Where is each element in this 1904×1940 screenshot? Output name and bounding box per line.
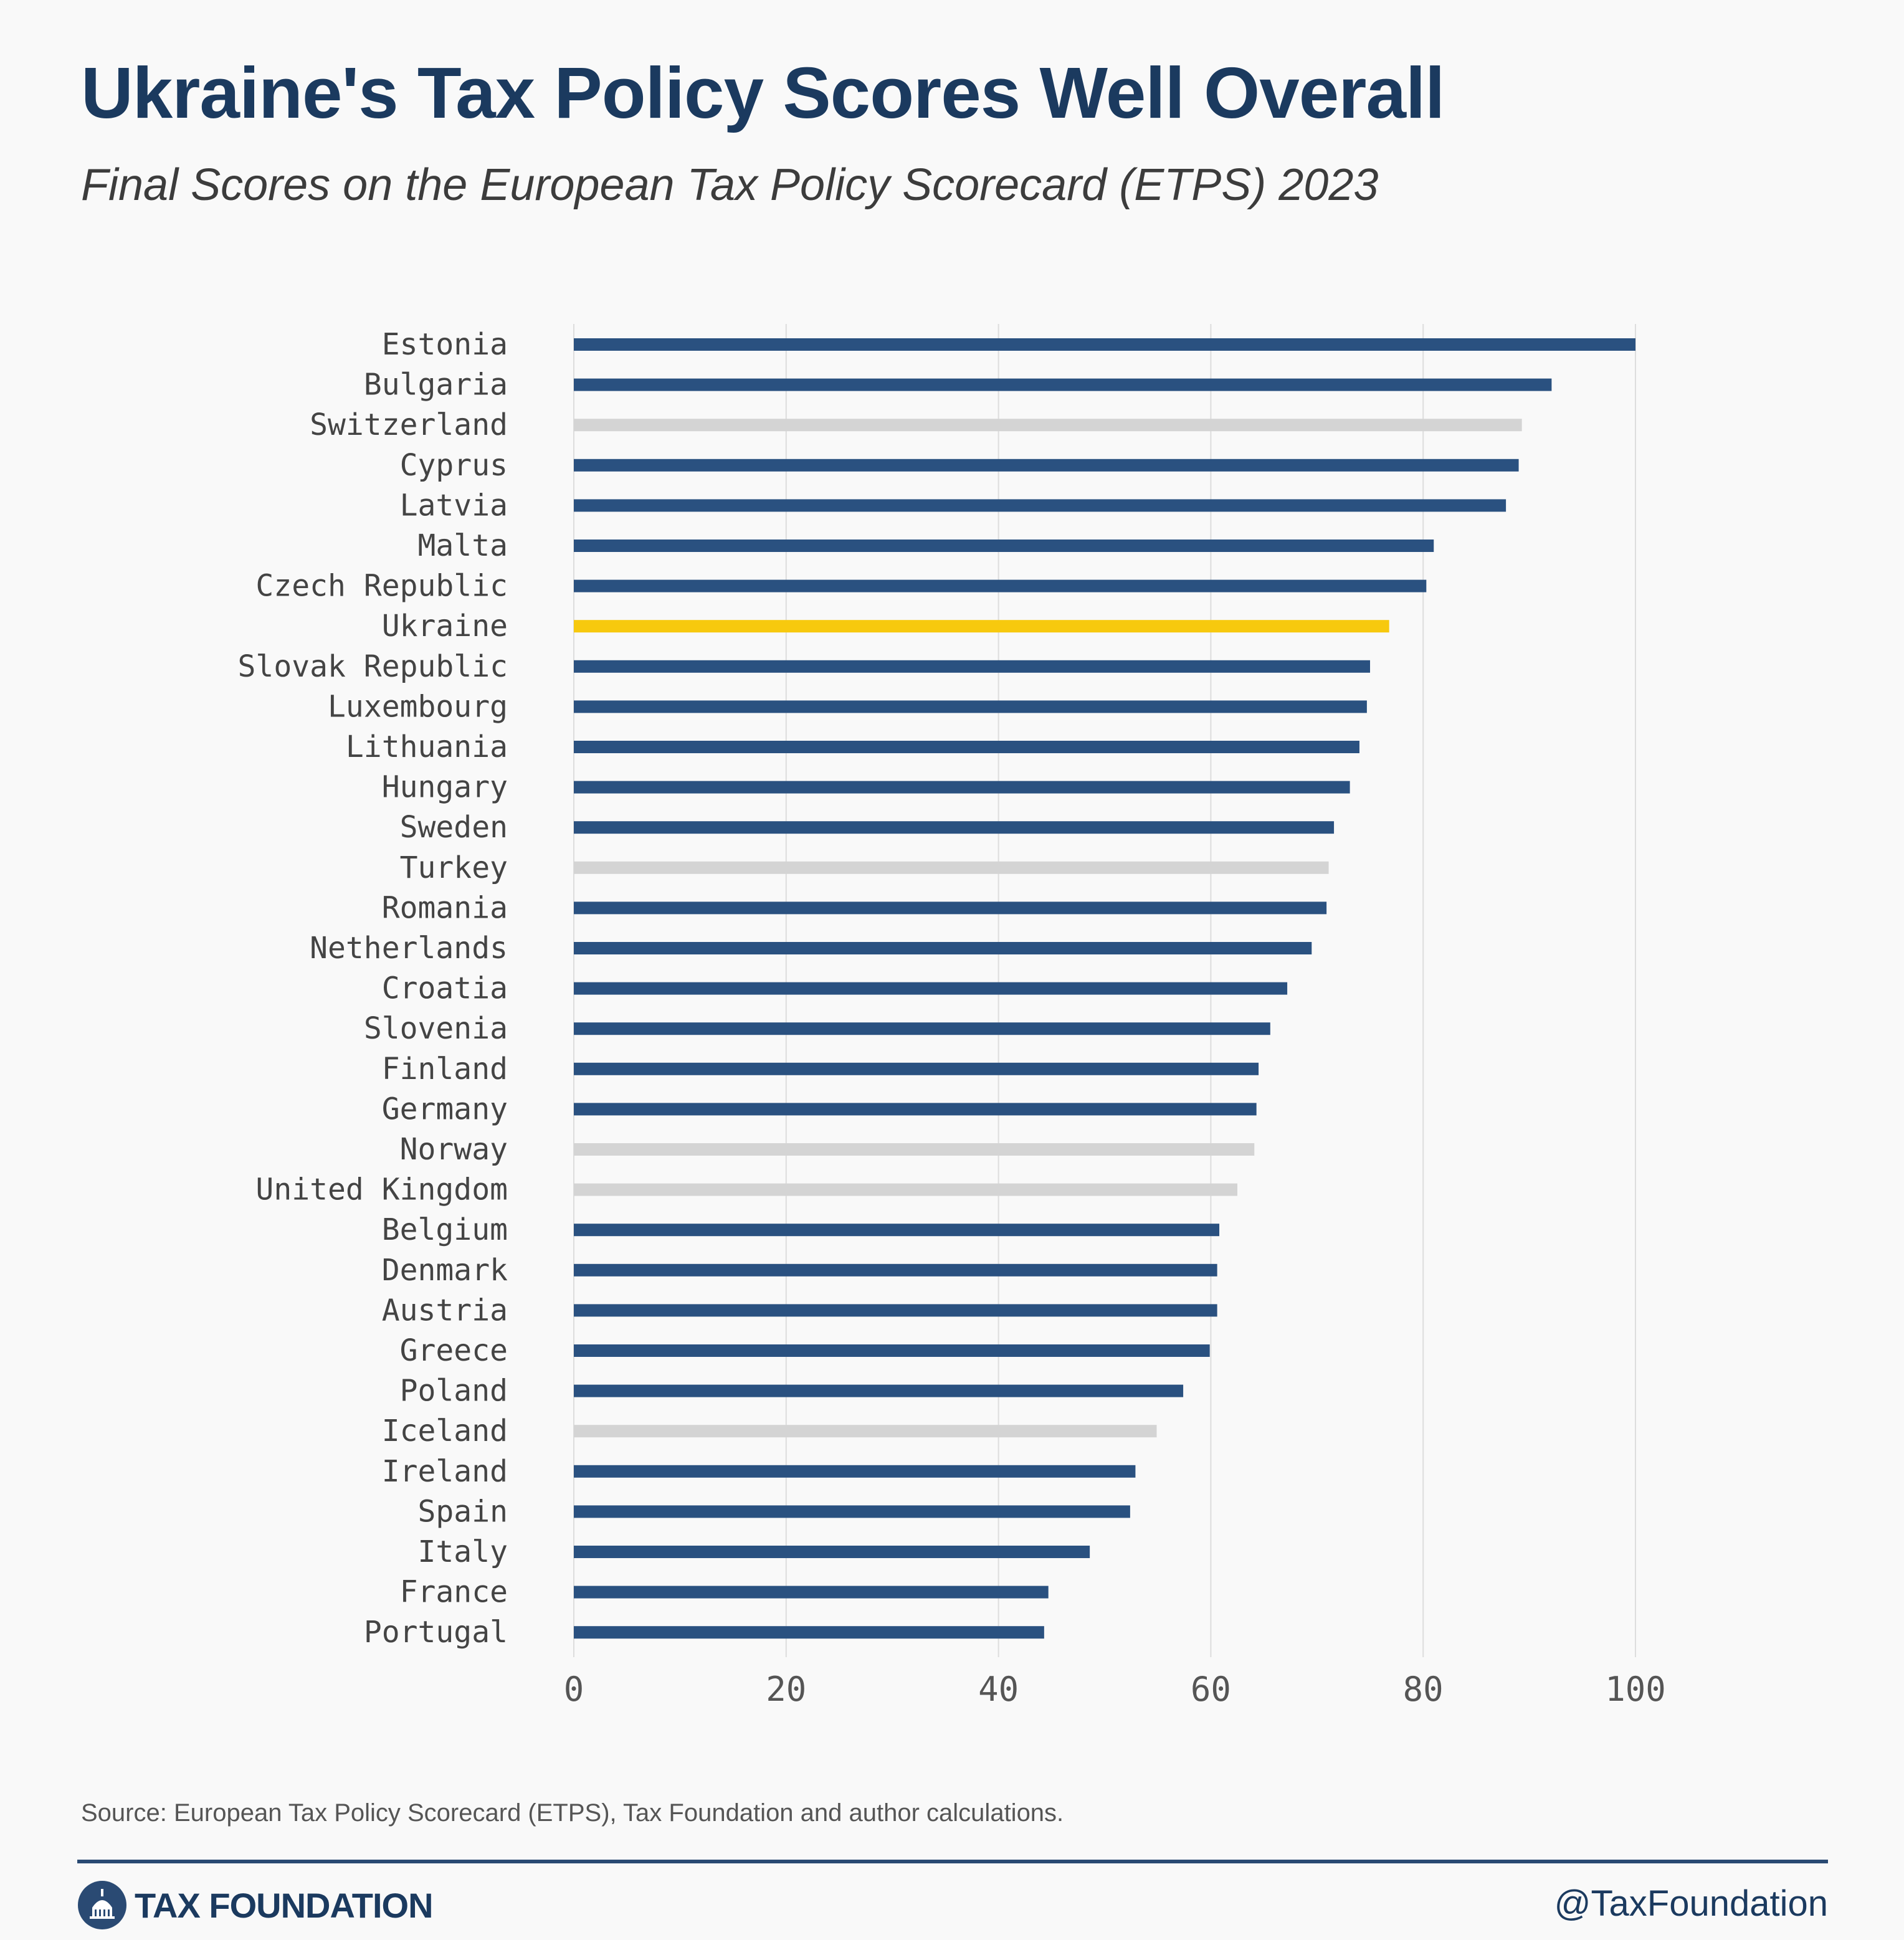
category-label: Ukraine [382,609,508,644]
brand-name: TAX FOUNDATION [135,1885,434,1925]
chart-title: Ukraine's Tax Policy Scores Well Overall [81,52,1445,133]
category-label: Cyprus [400,448,508,483]
bar [574,1263,1217,1277]
bar [574,741,1359,753]
category-label: United Kingdom [255,1172,508,1207]
bar [574,1224,1220,1237]
social-handle[interactable]: @TaxFoundation [1554,1883,1828,1924]
bar [574,982,1288,995]
bar [574,1062,1259,1075]
chart-subtitle: Final Scores on the European Tax Policy … [81,160,1379,210]
bar [574,1344,1210,1357]
bar [574,499,1507,512]
category-label: Iceland [382,1414,508,1448]
category-label: Spain [418,1494,508,1529]
footer-divider [77,1860,1828,1863]
category-label: Portugal [364,1615,508,1650]
category-label: Malta [418,528,508,563]
bar [574,459,1519,472]
bar [574,1143,1255,1156]
bar [574,1304,1217,1317]
bar [574,1546,1090,1558]
bar [574,901,1327,915]
category-label: Austria [382,1293,508,1328]
bar [574,540,1434,552]
bar [574,1586,1049,1599]
category-label: Poland [400,1374,508,1409]
x-tick-label: 40 [978,1670,1019,1709]
bar [574,781,1350,794]
bar [574,620,1389,633]
category-label: Denmark [382,1253,508,1288]
bar [574,821,1335,834]
category-label: Germany [382,1091,508,1126]
bar [574,338,1635,351]
category-label: Croatia [382,971,508,1006]
category-label: Lithuania [346,730,508,764]
category-label: Netherlands [310,931,508,966]
category-label: Turkey [400,850,508,885]
bar [574,861,1329,874]
category-labels: Estonia Bulgaria Switzerland Cyprus Latvia Ma… [238,327,508,1650]
category-label: Ireland [382,1454,508,1489]
category-label: Norway [400,1132,508,1167]
category-label: Latvia [400,488,508,523]
bars [574,338,1635,1639]
bar [574,419,1522,432]
category-label: Finland [382,1052,508,1086]
bar [574,942,1312,954]
bar [574,1465,1136,1478]
category-label: Czech Republic [255,569,508,604]
category-label: Greece [400,1333,508,1368]
category-label: Switzerland [310,407,508,442]
x-tick-label: 80 [1403,1670,1444,1709]
brand-logo[interactable]: TAX FOUNDATION [77,1880,434,1930]
bar [574,1103,1257,1116]
bar [574,1384,1184,1397]
bar [574,1505,1130,1518]
bar [574,579,1427,592]
bar [574,660,1370,673]
bar [574,1183,1237,1196]
x-tick-label: 60 [1191,1670,1231,1709]
category-label: Belgium [382,1212,508,1247]
category-label: Italy [418,1534,508,1569]
category-label: France [400,1575,508,1610]
x-tick-label: 100 [1605,1670,1666,1709]
bar [574,1425,1157,1438]
category-label: Estonia [382,327,508,362]
bar [574,1626,1044,1639]
category-label: Hungary [382,770,508,805]
category-label: Bulgaria [364,368,508,402]
category-label: Romania [382,890,508,925]
category-label: Luxembourg [328,689,508,724]
x-tick-label: 0 [564,1670,584,1709]
bar [574,700,1367,713]
capitol-dome-icon [78,1881,126,1929]
category-label: Slovenia [364,1011,508,1046]
category-label: Sweden [400,810,508,845]
bar-chart: Estonia Bulgaria Switzerland Cyprus Latvia Ma… [238,324,1666,1709]
source-note: Source: European Tax Policy Scorecard (E… [81,1799,1064,1827]
bar [574,1022,1270,1035]
x-axis-ticks: 0 20 40 60 80 100 [564,1670,1666,1709]
category-label: Slovak Republic [238,649,508,684]
bar [574,378,1552,391]
x-tick-label: 20 [766,1670,806,1709]
